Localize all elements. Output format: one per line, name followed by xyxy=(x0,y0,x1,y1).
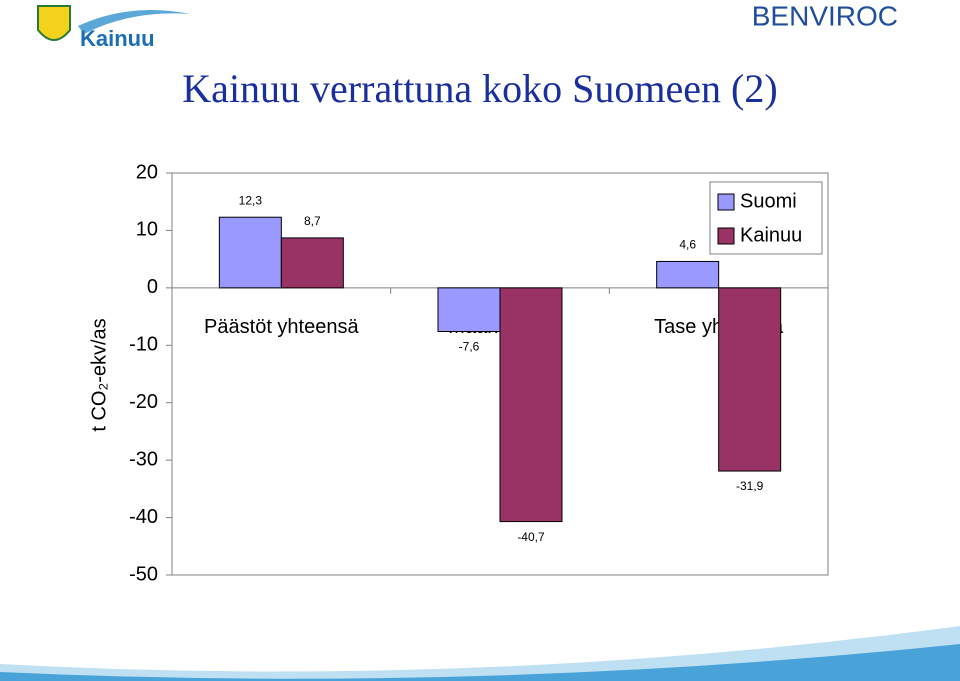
y-axis-label: t CO₂-ekv/as xyxy=(88,318,110,431)
y-tick-label: -20 xyxy=(129,391,158,413)
y-tick-label: -10 xyxy=(129,334,158,356)
bar xyxy=(280,237,344,289)
chart: -50 -40 -30 -20 -10 0 10 20 Päästöt yhteensä 12,3… xyxy=(129,161,828,585)
legend-swatch xyxy=(717,193,735,211)
bar xyxy=(499,287,563,523)
y-tick-label: 0 xyxy=(147,276,158,298)
value-label: 8,7 xyxy=(304,214,321,228)
logo-shield xyxy=(37,5,71,41)
y-tick-label: -30 xyxy=(129,448,158,470)
bar xyxy=(718,287,782,472)
wave-dark xyxy=(0,644,960,681)
bar xyxy=(218,216,282,289)
value-label: -7,6 xyxy=(459,340,480,354)
bar xyxy=(656,260,720,289)
legend-swatch xyxy=(717,227,735,245)
x-tick-label: Päästöt yhteensä xyxy=(204,316,359,338)
value-label: -40,7 xyxy=(517,530,545,544)
plot-area xyxy=(171,172,829,576)
y-tick-label: -50 xyxy=(129,563,158,585)
y-tick-label: 10 xyxy=(136,219,158,241)
slide-title: Kainuu verrattuna koko Suomeen (2) xyxy=(182,66,777,111)
value-label: -31,9 xyxy=(736,479,764,493)
value-label: 12,3 xyxy=(239,193,263,207)
y-tick-label: -40 xyxy=(129,506,158,528)
logo-text: Kainuu xyxy=(80,26,155,51)
value-label: 4,6 xyxy=(679,238,696,252)
logo-swoosh xyxy=(78,10,190,34)
legend-label: Kainuu xyxy=(740,224,802,246)
legend-label: Suomi xyxy=(740,190,797,212)
brand: BENVIROC xyxy=(752,0,898,31)
y-tick-label: 20 xyxy=(136,161,158,183)
logo: Kainuu xyxy=(37,5,190,51)
bar xyxy=(437,287,501,333)
footer-wave xyxy=(0,626,960,681)
